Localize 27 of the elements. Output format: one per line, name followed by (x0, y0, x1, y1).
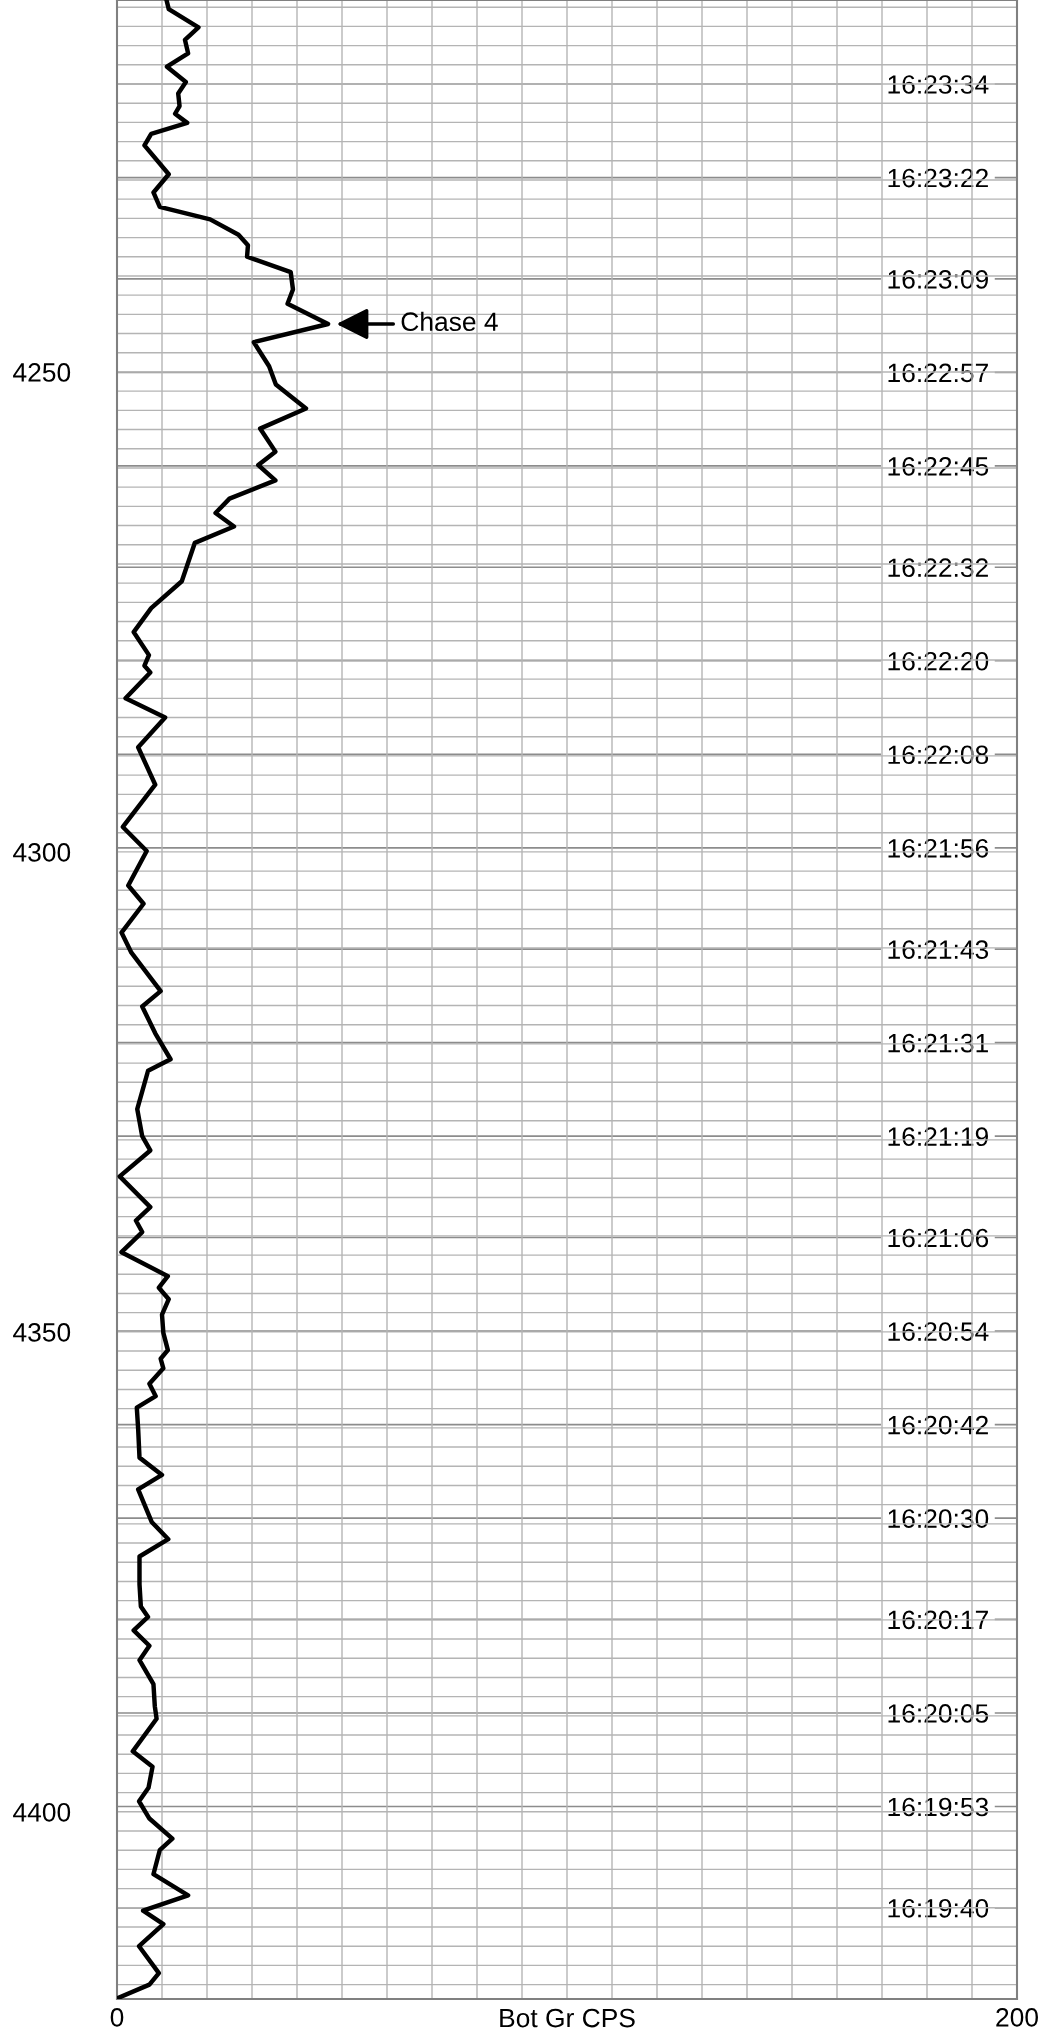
y2-tick-label: 16:21:43 (888, 940, 989, 959)
y2-tick-label: 16:21:19 (888, 1127, 988, 1147)
y-tick-label: 4400 (13, 1802, 71, 1822)
y2-tick-label: 16:20:42 (888, 1415, 988, 1435)
y2-tick-label: 16:21:31 (888, 1033, 988, 1053)
y2-tick-label: 16:20:05 (888, 1704, 989, 1723)
y2-tick-label: 16:23:09 (888, 270, 988, 289)
y2-tick-label: 16:21:56 (888, 838, 989, 858)
y2-tick-label: 16:22:20 (888, 651, 989, 671)
y2-tick-label: 16:21:06 (888, 1228, 989, 1248)
y2-tick-label: 16:19:53 (888, 1797, 989, 1817)
y2-tick-label: 16:23:34 (888, 75, 989, 94)
y2-tick-label: 16:20:17 (888, 1610, 988, 1630)
y2-tick-label: 16:20:54 (888, 1322, 989, 1341)
y2-tick-label: 16:20:30 (888, 1509, 989, 1528)
y-tick-label: 4350 (13, 1323, 71, 1342)
x-tick-label: 0 (110, 2008, 124, 2027)
y2-tick-label: 16:22:08 (888, 745, 989, 765)
y2-tick-label: 16:22:45 (888, 457, 989, 476)
y2-tick-label: 16:23:22 (888, 168, 988, 188)
annotation: Chase 4 (401, 311, 498, 332)
y-tick-label: 4250 (13, 363, 71, 382)
x-axis-title: Bot Gr CPS (500, 2008, 635, 2028)
y-tick-label: 4300 (13, 843, 71, 862)
y2-tick-label: 16:22:57 (888, 363, 988, 383)
y2-tick-label: 16:22:32 (888, 558, 988, 578)
x-tick-label: 200 (996, 2008, 1038, 2027)
